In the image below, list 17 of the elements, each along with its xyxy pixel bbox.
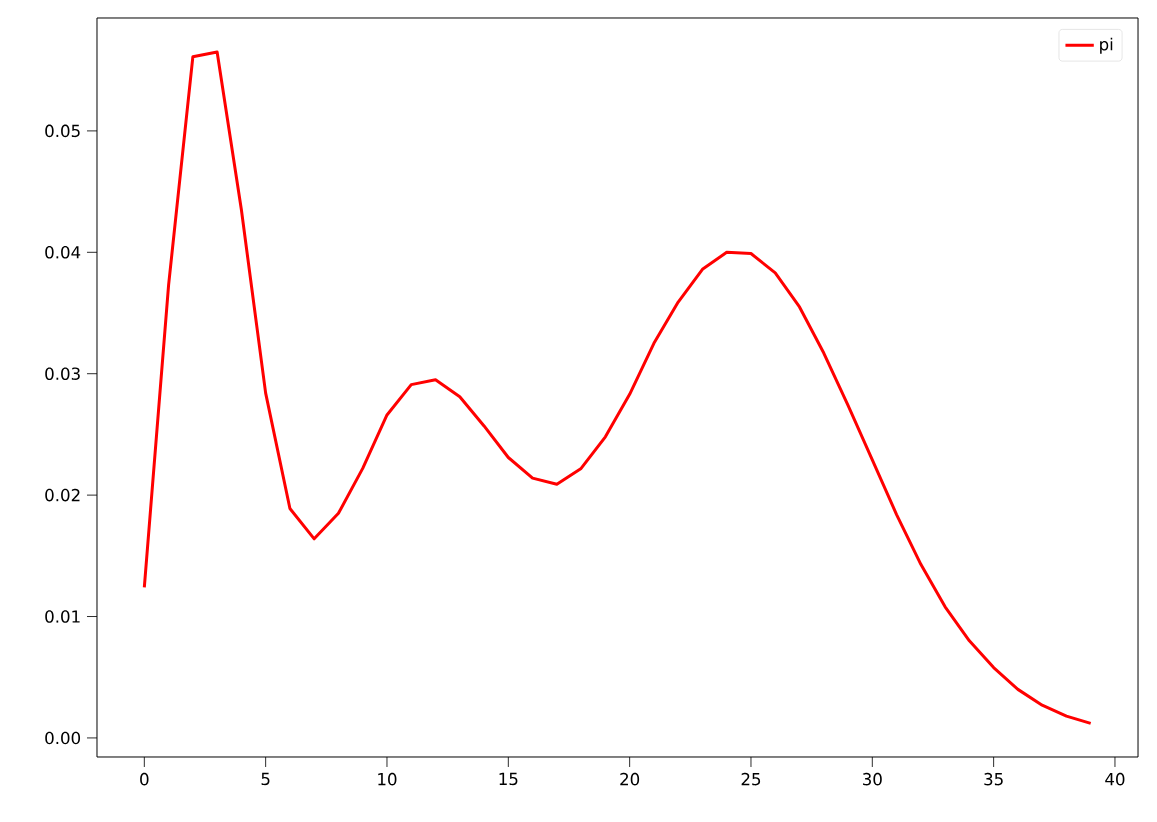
- x-tick-label: 35: [984, 772, 1003, 786]
- legend-label: pi: [1100, 37, 1113, 54]
- x-tick-label: 30: [863, 772, 882, 786]
- y-tick-label: 0.03: [45, 367, 80, 380]
- x-tick-label: 0: [140, 772, 149, 786]
- y-tick-label: 0.02: [45, 488, 80, 502]
- y-tick-label: 0.00: [45, 731, 81, 745]
- y-tick-label: 0.01: [45, 610, 80, 623]
- y-tick-label: 0.05: [45, 124, 80, 138]
- line-series: [142, 50, 1093, 725]
- x-tick-label: 5: [261, 772, 270, 786]
- y-tick-label: 0.04: [45, 246, 81, 259]
- x-tick-label: 25: [741, 772, 761, 786]
- x-tick-label: 20: [620, 772, 640, 786]
- x-tick-label: 40: [1105, 772, 1125, 786]
- x-tick-label: 10: [378, 772, 397, 786]
- x-tick-label: 15: [499, 772, 518, 786]
